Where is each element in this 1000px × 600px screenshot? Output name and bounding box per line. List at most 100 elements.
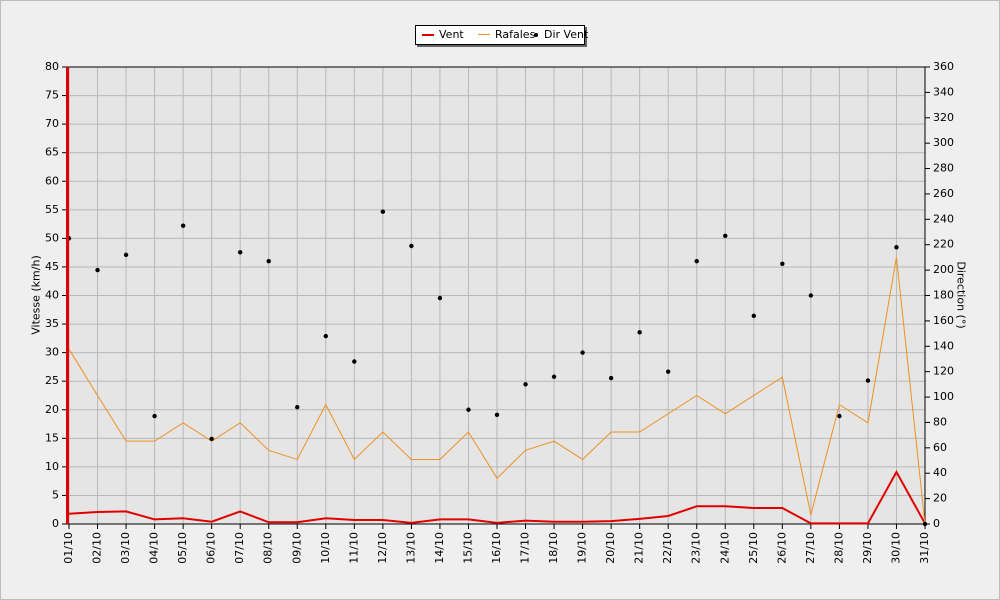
- y-tick-label-right: 80: [933, 415, 947, 428]
- x-tick-label: 12/10: [376, 532, 389, 564]
- data-point-dir-vent: [694, 259, 699, 264]
- current-position-marker: [66, 67, 69, 524]
- x-tick-label: 14/10: [433, 532, 446, 564]
- chart-legend: Vent Rafales Dir Vent: [415, 25, 588, 45]
- data-point-dir-vent: [437, 295, 443, 301]
- legend-item-dir-vent: Dir Vent: [530, 28, 588, 41]
- data-point-dir-vent: [551, 374, 557, 379]
- y-tick-label-left: 5: [52, 488, 59, 501]
- data-point-dir-vent: [666, 369, 671, 374]
- x-tick-label: 02/10: [91, 532, 104, 564]
- data-point-dir-vent: [808, 293, 814, 298]
- y-tick-label-left: 75: [45, 89, 59, 102]
- y-axis-title-left: Vitesse (km/h): [29, 255, 43, 335]
- data-point-dir-vent: [523, 382, 528, 387]
- y-tick-label-right: 360: [933, 60, 954, 73]
- y-tick-label-right: 140: [933, 339, 954, 352]
- y-tick-label-right: 120: [933, 365, 954, 378]
- x-tick-label: 07/10: [233, 532, 246, 564]
- data-point-dir-vent: [580, 350, 585, 355]
- legend-label-dir-vent: Dir Vent: [544, 28, 589, 41]
- y-tick-label-left: 65: [45, 146, 59, 159]
- x-tick-label: 27/10: [804, 532, 817, 564]
- x-tick-label: 21/10: [633, 532, 646, 564]
- y-tick-label-right: 340: [933, 85, 954, 98]
- y-tick-label-right: 280: [933, 162, 954, 175]
- legend-swatch-vent: [422, 33, 434, 36]
- x-tick-label: 10/10: [319, 532, 332, 564]
- y-tick-label-right: 180: [933, 289, 954, 302]
- x-tick-label: 15/10: [461, 532, 474, 564]
- x-tick-label: 26/10: [775, 532, 788, 564]
- legend-item-rafales: Rafales: [478, 28, 535, 41]
- data-point-dir-vent: [152, 413, 157, 419]
- x-tick-label: 22/10: [661, 532, 674, 564]
- y-tick-label-right: 160: [933, 314, 954, 327]
- x-tick-label: 28/10: [832, 532, 845, 564]
- x-tick-label: 31/10: [918, 532, 931, 564]
- data-point-dir-vent: [637, 330, 642, 335]
- y-tick-label-left: 0: [52, 517, 59, 530]
- y-tick-label-right: 100: [933, 390, 954, 403]
- x-tick-label: 08/10: [262, 532, 275, 564]
- x-tick-label: 11/10: [347, 532, 360, 564]
- data-point-dir-vent: [922, 521, 928, 527]
- series-line-vent: [68, 469, 926, 525]
- y-tick-label-right: 260: [933, 187, 954, 200]
- y-tick-label-left: 20: [45, 403, 59, 416]
- data-point-dir-vent: [123, 252, 129, 258]
- data-point-dir-vent: [266, 259, 271, 264]
- series-line-rafales: [68, 257, 926, 525]
- x-tick-label: 17/10: [519, 532, 532, 564]
- y-tick-label-right: 200: [933, 263, 954, 276]
- x-tick-label: 20/10: [604, 532, 617, 564]
- x-tick-label: 06/10: [205, 532, 218, 564]
- legend-swatch-rafales: [478, 34, 490, 35]
- y-tick-label-left: 45: [45, 260, 59, 273]
- x-tick-label: 18/10: [547, 532, 560, 564]
- x-tick-label: 13/10: [404, 532, 417, 564]
- legend-label-rafales: Rafales: [495, 28, 536, 41]
- data-point-dir-vent: [352, 359, 357, 364]
- y-axis-title-right: Direction (°): [954, 261, 968, 329]
- y-tick-label-right: 220: [933, 238, 954, 251]
- legend-item-vent: Vent: [422, 28, 464, 41]
- x-tick-label: 29/10: [861, 532, 874, 564]
- y-tick-label-left: 50: [45, 231, 59, 244]
- data-point-dir-vent: [723, 233, 728, 239]
- y-tick-label-left: 15: [45, 431, 59, 444]
- x-tick-label: 05/10: [176, 532, 189, 564]
- y-tick-label-left: 60: [45, 174, 59, 187]
- data-point-dir-vent: [894, 245, 899, 250]
- y-tick-label-left: 80: [45, 60, 59, 73]
- x-tick-label: 23/10: [690, 532, 703, 564]
- y-tick-label-left: 10: [45, 460, 59, 473]
- y-tick-label-right: 40: [933, 466, 947, 479]
- data-point-dir-vent: [865, 378, 871, 383]
- data-point-dir-vent: [238, 250, 243, 255]
- y-tick-label-right: 0: [933, 517, 940, 530]
- y-tick-label-right: 60: [933, 441, 947, 454]
- y-tick-label-left: 40: [45, 289, 59, 302]
- y-tick-label-right: 300: [933, 136, 954, 149]
- y-tick-label-left: 55: [45, 203, 59, 216]
- x-tick-label: 25/10: [747, 532, 760, 564]
- x-tick-label: 19/10: [576, 532, 589, 564]
- y-tick-label-right: 240: [933, 212, 954, 225]
- y-tick-label-right: 320: [933, 111, 954, 124]
- data-point-dir-vent: [95, 267, 100, 273]
- x-tick-label: 16/10: [490, 532, 503, 564]
- x-tick-label: 01/10: [62, 532, 75, 564]
- data-point-dir-vent: [323, 333, 328, 339]
- data-point-dir-vent: [780, 261, 785, 266]
- data-point-dir-vent: [380, 209, 386, 214]
- x-tick-label: 30/10: [889, 532, 902, 564]
- data-point-dir-vent: [608, 375, 614, 381]
- data-point-dir-vent: [751, 313, 756, 319]
- data-point-dir-vent: [494, 412, 500, 418]
- legend-label-vent: Vent: [439, 28, 464, 41]
- data-point-dir-vent: [180, 223, 186, 228]
- x-tick-label: 24/10: [718, 532, 731, 564]
- x-tick-label: 03/10: [119, 532, 132, 564]
